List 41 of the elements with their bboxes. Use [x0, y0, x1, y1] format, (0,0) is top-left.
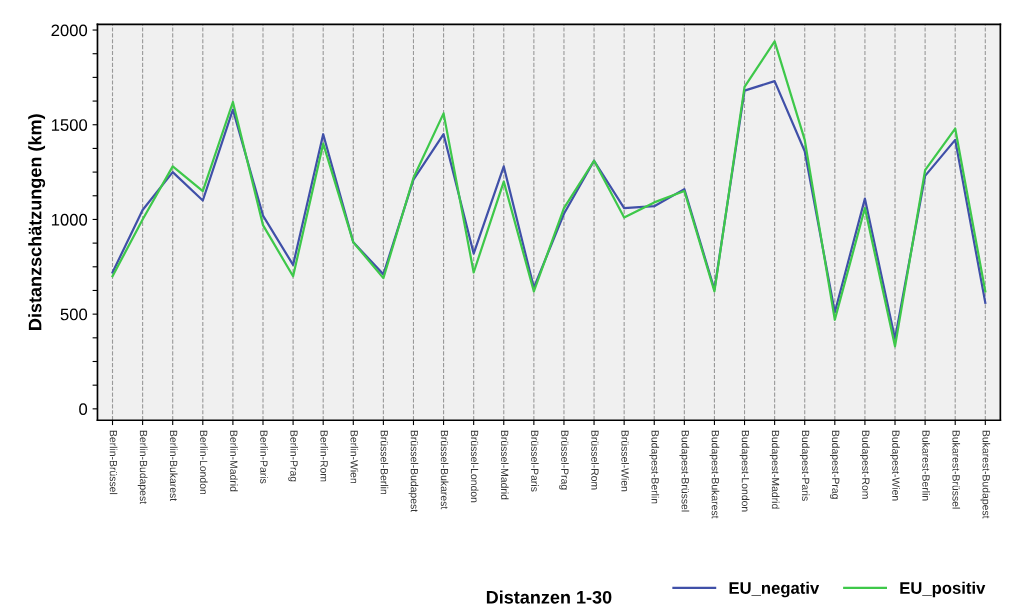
x-tick-label: Bukarest-Brüssel	[952, 430, 961, 509]
x-axis-title: Distanzen 1-30	[486, 590, 612, 604]
y-axis-title: Distanzschätzungen (km)	[28, 114, 46, 330]
x-tick-label: Budapest-Prag	[829, 430, 840, 499]
x-tick-label: Brüssel-London	[470, 430, 479, 503]
x-tick-label: Brüssel-Rom	[591, 430, 599, 490]
x-tick-label: Berlin-Bukarest	[169, 430, 178, 502]
x-tick-label: Brüssel-Budapest	[408, 430, 419, 513]
x-tick-label: Brüssel-Prag	[559, 430, 569, 490]
y-tick-label: 0	[79, 403, 88, 416]
y-tick-label: 500	[60, 308, 88, 321]
x-tick-label: Budapest-Berlin	[649, 430, 660, 504]
x-tick-label: Budapest-London	[739, 430, 750, 512]
x-tick-label: Bukarest-Budapest	[980, 430, 991, 519]
y-tick-label: 1500	[51, 119, 88, 131]
x-tick-label: Berlin-Brüssel	[109, 430, 118, 495]
x-tick-label: Berlin-Rom	[320, 430, 329, 482]
line-series	[111, 80, 987, 340]
x-tick-label: Budapest-Wien	[890, 430, 900, 501]
x-tick-label: Berlin-Paris	[260, 430, 268, 484]
x-tick-label: Berlin-Prag	[288, 430, 298, 482]
x-tick-label: Berlin-London	[200, 430, 208, 495]
x-tick-label: Berlin-Wien	[350, 430, 359, 484]
line-series	[111, 40, 987, 348]
x-tick-label: Berlin-Madrid	[230, 430, 238, 492]
x-tick-label: Bukarest-Berlin	[922, 430, 930, 501]
y-tick-label: 1000	[51, 213, 88, 226]
x-tick-label: Budapest-Rom	[860, 430, 870, 499]
x-tick-label: Budapest-Madrid	[769, 430, 780, 509]
x-tick-label: Budapest-Brüssel	[679, 430, 690, 512]
x-tick-label: Brüssel-Berlin	[380, 430, 389, 495]
x-tick-label: Berlin-Budapest	[137, 430, 148, 504]
legend-label: EU_negativ	[729, 581, 820, 598]
x-tick-label: Budapest-Bukarest	[709, 430, 720, 519]
x-tick-label: Brüssel-Paris	[531, 430, 539, 492]
x-tick-label: Brüssel-Bukarest	[440, 430, 449, 510]
legend-label: EU_positiv	[900, 581, 986, 598]
x-tick-label: Budapest-Paris	[799, 430, 810, 501]
x-tick-label: Brüssel-Wien	[621, 430, 630, 492]
x-tick-label: Brüssel-Madrid	[500, 430, 509, 500]
y-tick-label: 2000	[51, 24, 88, 37]
